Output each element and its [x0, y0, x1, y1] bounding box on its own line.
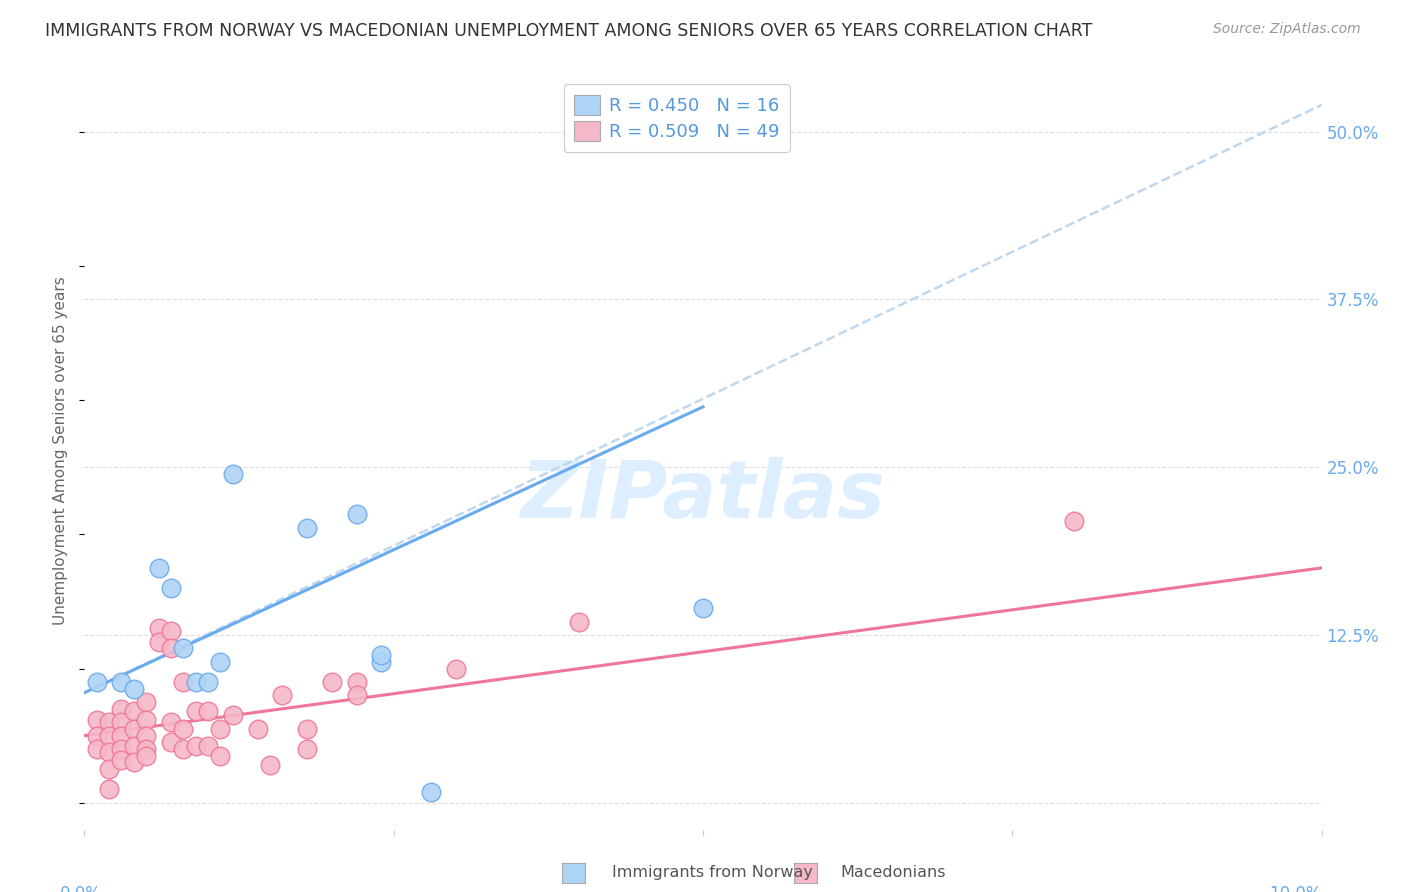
Point [135, 748, 157, 763]
Point [568, 615, 591, 629]
Point [160, 735, 183, 749]
Point [370, 655, 392, 669]
Point [321, 675, 343, 690]
Point [135, 729, 157, 743]
Point [346, 507, 368, 521]
Point [246, 722, 269, 736]
Text: Source: ZipAtlas.com: Source: ZipAtlas.com [1213, 22, 1361, 37]
Point [98, 715, 121, 730]
Point [160, 641, 183, 656]
Point [184, 675, 207, 690]
Point [110, 753, 132, 767]
Point [110, 742, 132, 756]
Point [86, 742, 108, 756]
Point [222, 467, 245, 481]
Text: 0.0%: 0.0% [59, 886, 101, 892]
Point [160, 715, 183, 730]
Point [172, 722, 194, 736]
Point [160, 581, 183, 595]
Point [86, 675, 108, 690]
Point [209, 722, 232, 736]
Point [110, 702, 132, 716]
Point [148, 634, 170, 648]
Point [346, 675, 368, 690]
Point [122, 756, 145, 770]
Point [370, 648, 392, 662]
Point [98, 729, 121, 743]
Point [86, 729, 108, 743]
Point [98, 782, 121, 797]
Point [184, 705, 207, 719]
Point [295, 722, 318, 736]
Text: 10.0%: 10.0% [1270, 886, 1322, 892]
Point [197, 705, 219, 719]
Y-axis label: Unemployment Among Seniors over 65 years: Unemployment Among Seniors over 65 years [53, 277, 69, 624]
Point [98, 762, 121, 776]
Point [222, 708, 245, 723]
Point [148, 621, 170, 635]
Point [122, 739, 145, 754]
Point [122, 705, 145, 719]
Point [98, 745, 121, 759]
Point [259, 758, 281, 772]
Point [209, 748, 232, 763]
Point [197, 675, 219, 690]
Text: IMMIGRANTS FROM NORWAY VS MACEDONIAN UNEMPLOYMENT AMONG SENIORS OVER 65 YEARS CO: IMMIGRANTS FROM NORWAY VS MACEDONIAN UNE… [45, 22, 1092, 40]
Text: Macedonians: Macedonians [841, 865, 946, 880]
Point [135, 713, 157, 727]
Point [1063, 514, 1085, 528]
Point [444, 661, 467, 675]
Point [197, 739, 219, 754]
Text: Immigrants from Norway: Immigrants from Norway [612, 865, 813, 880]
Legend: R = 0.450   N = 16, R = 0.509   N = 49: R = 0.450 N = 16, R = 0.509 N = 49 [564, 84, 790, 152]
Text: ZIPatlas: ZIPatlas [520, 457, 886, 535]
Point [110, 675, 132, 690]
Point [135, 742, 157, 756]
Point [148, 561, 170, 575]
Point [184, 739, 207, 754]
Point [172, 641, 194, 656]
Point [295, 521, 318, 535]
Point [209, 655, 232, 669]
Point [346, 689, 368, 703]
Point [172, 675, 194, 690]
Point [86, 713, 108, 727]
Point [419, 785, 441, 799]
Point [295, 742, 318, 756]
Point [271, 689, 294, 703]
Point [160, 624, 183, 638]
Point [172, 742, 194, 756]
Point [692, 601, 714, 615]
Point [110, 715, 132, 730]
Point [110, 729, 132, 743]
Point [122, 681, 145, 696]
Point [122, 722, 145, 736]
Point [135, 695, 157, 709]
